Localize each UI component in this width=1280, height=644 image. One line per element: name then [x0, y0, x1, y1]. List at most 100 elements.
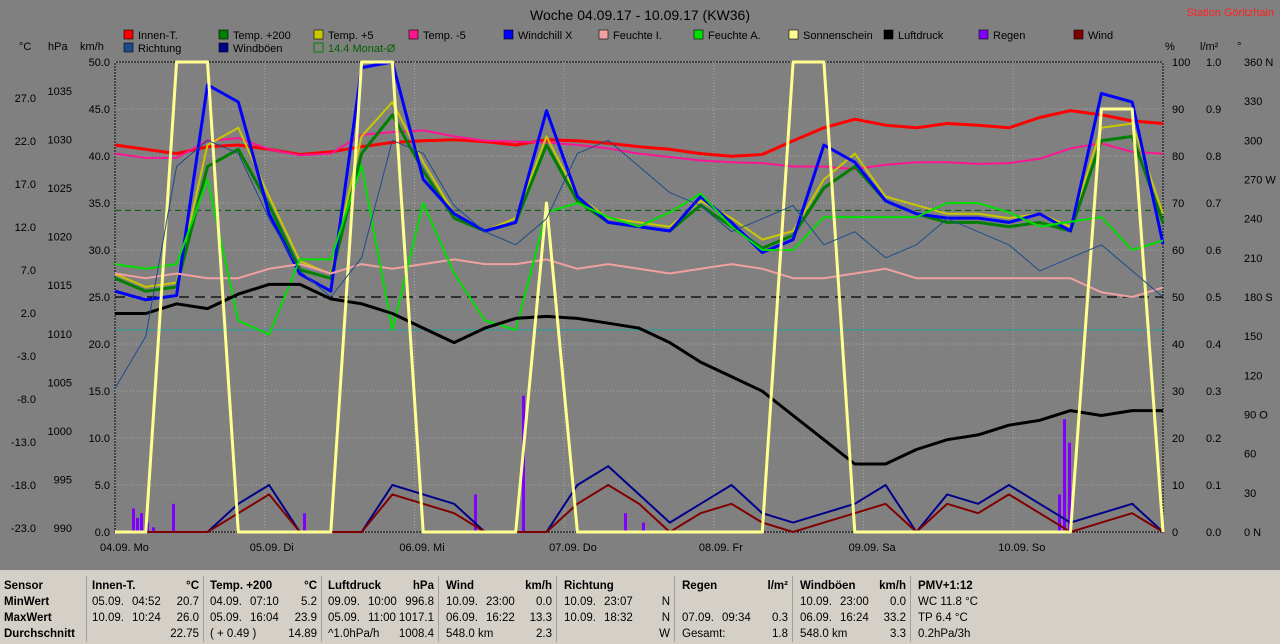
- rain-max-value: 0.3: [772, 612, 788, 624]
- direction-min-date: 10.09.: [564, 596, 596, 608]
- series-line: [114, 139, 1164, 389]
- wind-distance: 548.0 km: [446, 628, 494, 640]
- percent-tick-label: 30: [1172, 386, 1184, 398]
- legend-swatch: [693, 29, 704, 40]
- legend-swatch: [218, 29, 229, 40]
- gust-distance: 548.0 km: [800, 628, 848, 640]
- legend-swatch: [123, 42, 134, 53]
- rain-tick-label: 0.2: [1206, 433, 1221, 445]
- percent-tick-label: 90: [1172, 104, 1184, 116]
- direction-tick-label: 210: [1244, 253, 1262, 265]
- innen-max-time: 10:24: [132, 612, 161, 624]
- statistics-table: Sensor MinWert MaxWert Durchschnitt Inne…: [0, 572, 1280, 644]
- rain-total-label: Gesamt:: [682, 628, 726, 640]
- legend-swatch: [313, 42, 324, 53]
- stats-label-sensor: Sensor: [4, 580, 43, 592]
- direction-tick-label: 60: [1244, 449, 1256, 461]
- temp200-max-time: 16:04: [250, 612, 279, 624]
- gust-max-value: 33.2: [883, 612, 906, 624]
- percent-tick-label: 20: [1172, 433, 1184, 445]
- wind-min-value: 0.0: [536, 596, 552, 608]
- direction-max-date: 10.09.: [564, 612, 596, 624]
- temp-tick-label: 7.0: [21, 265, 36, 277]
- x-tick-label: 09.09. Sa: [849, 542, 897, 554]
- series-line: [115, 484, 1164, 533]
- rain-unit: l/m²: [767, 580, 788, 592]
- temp-tick-label: -18.0: [11, 480, 36, 492]
- pressure-min-date: 09.09.: [328, 596, 360, 608]
- pressure-trend: ^1.0hPa/h: [328, 628, 380, 640]
- pressure-tick-label: 1015: [48, 280, 72, 292]
- x-tick-label: 08.09. Fr: [699, 542, 743, 554]
- pressure-max-time: 11:00: [368, 612, 396, 624]
- pressure-tick-label: 990: [54, 523, 72, 535]
- direction-min-value: N: [661, 596, 670, 608]
- direction-tick-label: 150: [1244, 331, 1262, 343]
- x-tick-label: 05.09. Di: [250, 542, 294, 554]
- legend-swatch: [123, 29, 134, 40]
- temp-tick-label: 22.0: [15, 136, 36, 148]
- legend-label: Feuchte A.: [708, 30, 761, 42]
- pressure-max-value: 1017.1: [398, 612, 434, 624]
- wind-tick-label: 40.0: [89, 151, 110, 163]
- wind-tick-label: 10.0: [89, 433, 110, 445]
- rain-tick-label: 0.8: [1206, 151, 1221, 163]
- rain-total-value: 1.8: [772, 628, 788, 640]
- rain-bar: [642, 522, 645, 532]
- pressure-head: Luftdruck: [328, 580, 382, 592]
- direction-max-value: N: [661, 612, 670, 624]
- rain-bar: [140, 513, 143, 532]
- pressure-tick-label: 1005: [48, 377, 72, 389]
- pressure-tick-label: 1020: [48, 232, 72, 244]
- rain-bar: [1068, 442, 1071, 532]
- weather-chart: 27.0 22.0 17.0 12.0 7.0 2.0 -3.0 -8.0 -13.0 -18.0…: [0, 0, 1280, 570]
- direction-tick-label: 0 N: [1244, 527, 1261, 539]
- rain-bar: [136, 517, 139, 532]
- direction-unit-label: °: [1237, 41, 1241, 53]
- legend-swatch: [883, 29, 894, 40]
- direction-max-time: 18:32: [604, 612, 633, 624]
- percent-tick-label: 40: [1172, 339, 1184, 351]
- rain-tick-label: 0.5: [1206, 292, 1221, 304]
- direction-tick-label: 330: [1244, 96, 1262, 108]
- wind-tick-label: 5.0: [95, 480, 110, 492]
- legend-label: Innen-T.: [138, 30, 178, 42]
- innen-unit: °C: [186, 580, 199, 592]
- wind-head: Wind: [446, 580, 474, 592]
- rain-tick-label: 0.7: [1206, 198, 1221, 210]
- temp200-unit: °C: [304, 580, 317, 592]
- innen-avg-value: 22.75: [170, 628, 199, 640]
- rain-head: Regen: [682, 580, 718, 592]
- rain-tick-label: 0.6: [1206, 245, 1221, 257]
- percent-tick-label: 10: [1172, 480, 1184, 492]
- stats-innen-column: Innen-T. °C 05.09. 04:52 20.7 10.09. 10:24 26…: [88, 576, 204, 642]
- pressure-tick-label: 1000: [48, 426, 72, 438]
- direction-tick-label: 240: [1244, 214, 1262, 226]
- pressure-tick-label: 995: [54, 474, 72, 486]
- temp-tick-label: 12.0: [15, 222, 36, 234]
- temp200-min-time: 07:10: [250, 596, 279, 608]
- innen-head: Innen-T.: [92, 580, 136, 592]
- stats-label-avg: Durchschnitt: [4, 628, 75, 640]
- pressure-tick-label: 1025: [48, 183, 72, 195]
- legend-swatch: [503, 29, 514, 40]
- percent-tick-label: 0: [1172, 527, 1178, 539]
- series-line: [114, 129, 1164, 171]
- temp-tick-label: 17.0: [15, 179, 36, 191]
- series-line: [114, 258, 1164, 298]
- direction-tick-label: 30: [1244, 488, 1256, 500]
- pressure-min-time: 10:00: [368, 596, 397, 608]
- legend-label: Windchill X: [518, 30, 573, 42]
- innen-max-value: 26.0: [176, 612, 199, 624]
- x-tick-label: 04.09. Mo: [100, 542, 149, 554]
- percent-unit-label: %: [1165, 41, 1175, 53]
- percent-tick-label: 50: [1172, 292, 1184, 304]
- temp-tick-label: -23.0: [11, 523, 36, 535]
- direction-tick-label: 120: [1244, 370, 1262, 382]
- direction-head: Richtung: [564, 580, 614, 592]
- gust-max-date: 06.09.: [800, 612, 832, 624]
- legend-swatch: [218, 42, 229, 53]
- legend-label: Temp. +5: [328, 30, 374, 42]
- pressure-max-date: 05.09.: [328, 612, 360, 624]
- rain-tick-label: 0.3: [1206, 386, 1221, 398]
